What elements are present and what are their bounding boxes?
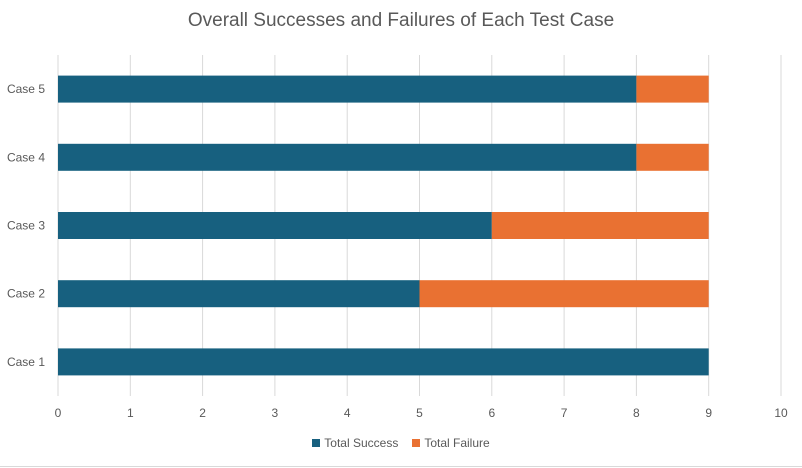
y-tick-label-case-2: Case 2 [7, 287, 45, 301]
legend-swatch-failure [412, 439, 421, 447]
x-tick-label-1: 1 [127, 406, 134, 420]
y-tick-label-case-4: Case 4 [7, 150, 45, 164]
x-tick-label-2: 2 [199, 406, 206, 420]
x-tick-label-6: 6 [488, 406, 495, 420]
bar-failure-case-4 [636, 143, 709, 171]
y-tick-label-case-3: Case 3 [7, 219, 45, 233]
y-tick-label-case-1: Case 1 [7, 355, 45, 369]
x-tick-label-8: 8 [633, 406, 640, 420]
legend-item-failure: Total Failure [412, 436, 490, 450]
legend-swatch-success [312, 439, 321, 447]
legend-label-success: Total Success [324, 436, 399, 450]
bar-success-case-5 [58, 75, 637, 103]
bar-success-case-1 [58, 348, 709, 376]
legend-label-failure: Total Failure [424, 436, 490, 450]
bar-failure-case-3 [491, 212, 709, 239]
x-tick-label-7: 7 [561, 406, 568, 420]
bar-success-case-2 [58, 280, 420, 308]
x-tick-label-9: 9 [705, 406, 712, 420]
bar-failure-case-5 [636, 75, 709, 103]
bar-failure-case-2 [419, 280, 709, 308]
x-tick-label-10: 10 [774, 406, 788, 420]
x-tick-label-0: 0 [55, 406, 62, 420]
x-tick-label-5: 5 [416, 406, 423, 420]
chart-legend: Total Success Total Failure [0, 436, 802, 450]
x-tick-label-3: 3 [272, 406, 279, 420]
bar-success-case-3 [58, 212, 492, 239]
x-tick-label-4: 4 [344, 406, 351, 420]
bar-success-case-4 [58, 143, 637, 171]
chart-title: Overall Successes and Failures of Each T… [187, 10, 615, 31]
legend-item-success: Total Success [312, 436, 398, 450]
y-tick-label-case-5: Case 5 [7, 82, 45, 96]
